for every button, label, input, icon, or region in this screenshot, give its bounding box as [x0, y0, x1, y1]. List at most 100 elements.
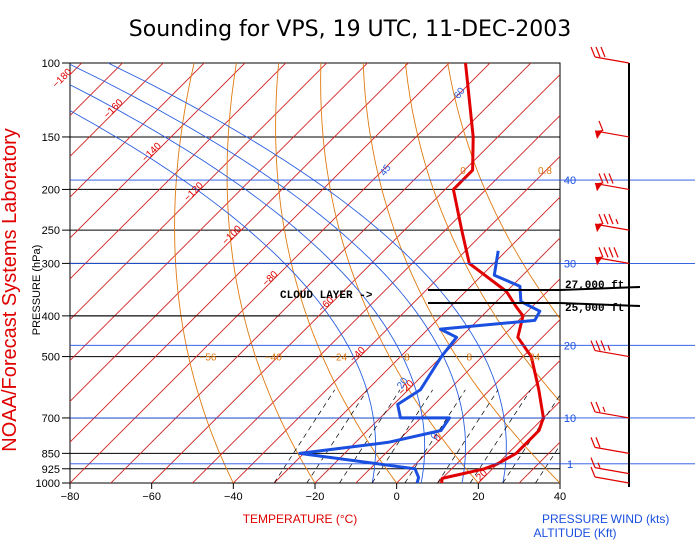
- wind-feather: [590, 457, 596, 468]
- pressure-tick-label: 1000: [36, 478, 60, 490]
- moist-adiabat-label: 45: [378, 162, 394, 178]
- isotherm-line: [70, 63, 450, 443]
- isotherm-line: [436, 359, 560, 483]
- isotherm-line: [191, 114, 560, 483]
- wind-barb-layer: [590, 46, 630, 484]
- wind-feather: [603, 247, 609, 258]
- wind-barb-staff: [594, 411, 630, 419]
- isotherm-label: −160: [102, 97, 126, 121]
- dry-adiabat-label: 8: [467, 353, 473, 364]
- wind-barb: [594, 213, 630, 233]
- side-label: NOAA/Forecast Systems Laboratory: [0, 128, 21, 451]
- altitude-tick-label: 40: [564, 175, 576, 187]
- temperature-tick-label: 20: [472, 491, 484, 503]
- isotherm-line: [70, 63, 328, 321]
- mixing-ratio-line: [371, 389, 433, 483]
- wind-feather: [600, 340, 606, 351]
- pressure-tick-label: 150: [42, 132, 60, 144]
- wind-pennant: [595, 129, 603, 139]
- wind-feather: [595, 46, 601, 58]
- cloud-top-extension: [559, 286, 641, 291]
- moist-adiabat-label: 0: [429, 431, 441, 442]
- dry-adiabat-line: [275, 63, 398, 483]
- pressure-tick-label: 400: [42, 311, 60, 323]
- wind-feather: [608, 213, 614, 225]
- temperature-profile: [440, 62, 545, 484]
- dry-adiabat-line: [447, 63, 560, 320]
- isotherm-label: −80: [261, 269, 281, 289]
- pressure-tick-label: 250: [42, 225, 60, 237]
- isotherm-line: [70, 63, 491, 483]
- wind-barb: [590, 340, 630, 358]
- cloud-top-label: 27,000 ft: [565, 280, 624, 292]
- pressure-tick-label: 500: [42, 352, 60, 364]
- mixing-ratio-line: [273, 389, 335, 483]
- isotherm-label: −40: [348, 345, 368, 365]
- dry-adiabat-line: [362, 63, 560, 483]
- isotherm-label: −140: [140, 140, 164, 164]
- wind-barb: [590, 46, 630, 64]
- dry-adiabat-line: [404, 63, 560, 403]
- temperature-tick-label: 0: [394, 491, 400, 503]
- wind-feather: [595, 401, 601, 413]
- temperature-tick-label: −20: [306, 491, 325, 503]
- wind-half-feather: [597, 462, 601, 468]
- cloud-base-extension: [559, 302, 641, 307]
- x-axis-label: TEMPERATURE (°C): [243, 512, 358, 526]
- mixing-ratio-line: [535, 444, 560, 483]
- altitude-tick-label: 10: [564, 413, 576, 425]
- mixing-ratio-line: [339, 389, 401, 483]
- pressure-tick-label: 700: [42, 413, 60, 425]
- isotherm-line: [110, 63, 532, 483]
- moist-adiabat-line: [107, 63, 507, 483]
- wind-feather: [603, 173, 609, 184]
- pressure-tick-label: 300: [42, 258, 60, 270]
- dry-adiabat-label: 0: [460, 166, 466, 177]
- altitude-tick-label: 20: [564, 340, 576, 352]
- wind-pennant: [595, 256, 603, 266]
- temperature-tick-label: −80: [61, 491, 80, 503]
- pressure-tick-label: 925: [42, 464, 60, 476]
- dewpoint-profile: [298, 250, 542, 484]
- wind-axis-label: WIND (kts): [611, 512, 670, 526]
- wind-pennant: [595, 182, 603, 192]
- isotherm-line: [70, 63, 246, 239]
- isotherm-label: −100: [220, 223, 244, 247]
- wind-barb-staff: [594, 476, 630, 484]
- temperature-tick-label: −60: [142, 491, 161, 503]
- pressure-tick-label: 200: [42, 184, 60, 196]
- moist-adiabat-line: [70, 63, 466, 483]
- moist-adiabat-line: [70, 110, 377, 483]
- wind-barb-staff: [594, 56, 630, 64]
- temperature-tick-label: 40: [554, 491, 566, 503]
- wind-barb-staff: [594, 349, 630, 358]
- wind-barb-staff: [594, 467, 630, 475]
- wind-half-feather: [615, 218, 619, 225]
- isotherm-line: [396, 319, 560, 483]
- isotherm-line: [477, 400, 560, 483]
- wind-feather: [603, 213, 609, 225]
- altitude-tick-label: 30: [564, 258, 576, 270]
- wind-barb: [590, 401, 630, 419]
- dry-adiabat-label: −24: [330, 353, 347, 364]
- dry-adiabat-label: 24: [529, 353, 541, 364]
- isotherm-label: −180: [51, 66, 75, 90]
- wind-half-feather: [602, 406, 606, 413]
- wind-feather: [590, 46, 596, 58]
- moist-adiabat-line: [70, 84, 426, 483]
- wind-feather: [598, 247, 604, 258]
- mixing-ratio-line: [437, 389, 499, 483]
- dry-adiabat-line: [226, 63, 316, 483]
- wind-pennant: [595, 223, 603, 233]
- altitude-tick-label: 1: [567, 459, 573, 471]
- pressure-tick-label: 850: [42, 448, 60, 460]
- dry-adiabat-line: [320, 63, 479, 483]
- isotherm-label: −120: [182, 180, 206, 204]
- isotherm-line: [273, 196, 560, 483]
- wind-feather: [600, 46, 606, 58]
- isotherm-line: [314, 237, 560, 483]
- wind-feather: [613, 247, 619, 258]
- wind-feather: [590, 437, 596, 448]
- wind-barb: [590, 466, 630, 484]
